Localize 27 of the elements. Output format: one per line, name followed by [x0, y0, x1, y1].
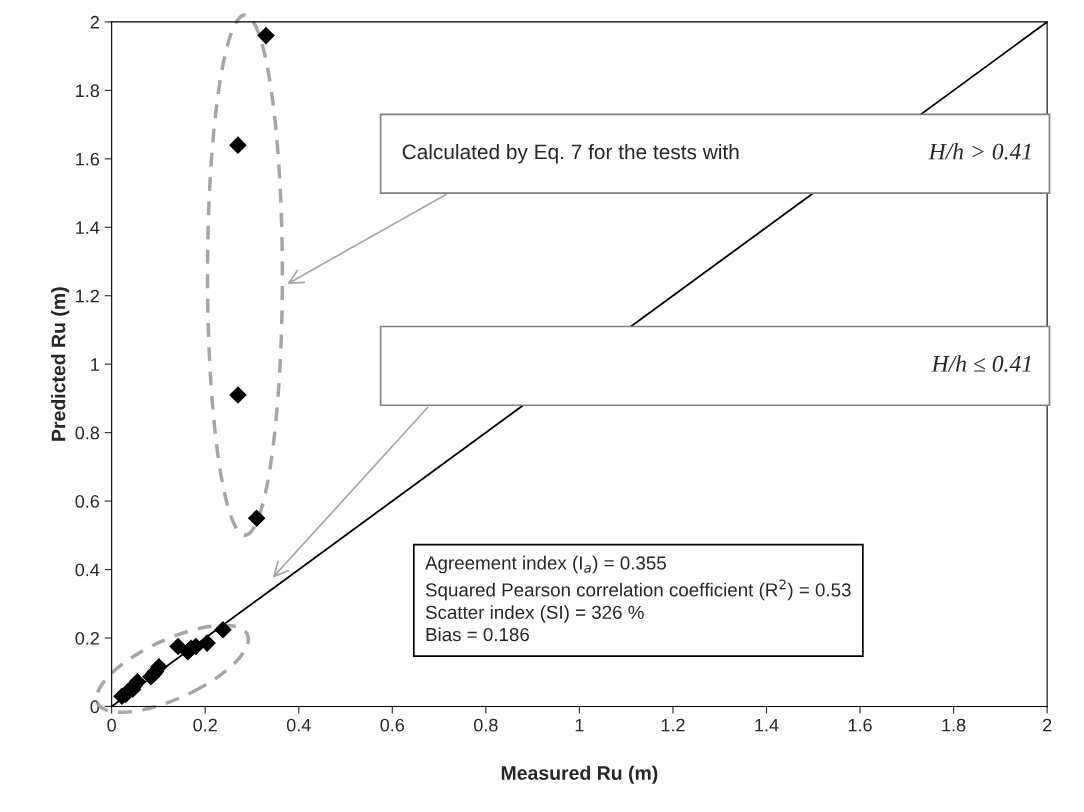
- y-tick-label: 1.8: [76, 84, 100, 98]
- x-tick-label: 1.8: [942, 718, 966, 732]
- y-axis-title: Predicted Ru (m): [51, 287, 70, 441]
- y-tick-label: 1.6: [76, 152, 100, 166]
- x-tick-label: 0.2: [193, 718, 217, 732]
- y-tick-label: 0.8: [75, 426, 100, 440]
- x-tick-label: 0: [107, 718, 116, 732]
- x-tick-label: 1.6: [848, 718, 872, 732]
- x-tick-label: 1.4: [755, 718, 779, 732]
- x-tick-label: 2: [1043, 718, 1052, 732]
- y-tick-label: 0.4: [75, 563, 100, 577]
- annotation: H/h > 0.41: [928, 142, 1031, 160]
- y-tick-label: 0.2: [75, 631, 99, 645]
- x-tick-label: 0.4: [286, 718, 311, 732]
- y-tick-label: 2: [90, 15, 99, 29]
- annotation: H/h ≤ 0.41: [931, 355, 1031, 372]
- x-tick-label: 0.6: [380, 718, 405, 732]
- y-tick-label: 0.6: [75, 495, 100, 508]
- x-tick-label: 0.8: [474, 718, 498, 732]
- annotation: Calculated by Eq. 7 for the tests with: [402, 143, 739, 164]
- text: Agreement index (I$_{a}$) = 0.355 Squared Pearson correlation coefficient (R$^{2}$) = 0.53 Scatter index (SI) = 326 % Bias = 0.186: [425, 555, 851, 642]
- y-tick-label: 1.2: [76, 289, 99, 303]
- y-tick-label: 1: [91, 358, 99, 371]
- x-tick-label: 1: [575, 718, 584, 732]
- x-axis-title: Measured Ru (m): [501, 765, 658, 784]
- y-tick-label: 1.4: [76, 221, 100, 234]
- x-tick-label: 1.2: [661, 718, 685, 732]
